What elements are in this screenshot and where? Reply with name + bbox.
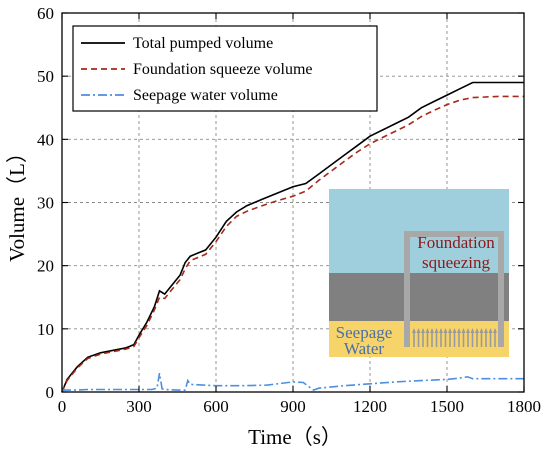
- inset-arrowhead: [425, 328, 430, 333]
- inset-label-seepage-water: Seepage: [336, 323, 393, 342]
- inset-arrowhead: [457, 328, 461, 333]
- inset-arrowhead: [421, 328, 425, 333]
- x-tick-label: 300: [126, 397, 152, 416]
- legend-label: Foundation squeeze volume: [133, 61, 313, 78]
- inset-arrowhead: [484, 328, 488, 333]
- inset-label-seepage-water: Water: [344, 339, 384, 358]
- inset-arrowhead: [416, 328, 421, 333]
- inset-arrowhead: [452, 328, 457, 333]
- inset-arrowhead: [430, 328, 434, 333]
- y-tick-label: 30: [37, 194, 54, 213]
- x-tick-label: 1800: [507, 397, 541, 416]
- inset-arrowhead: [461, 328, 466, 333]
- y-axis-title: Volume（L）: [5, 142, 29, 262]
- x-tick-label: 0: [58, 397, 67, 416]
- inset-label-foundation-squeezing: Foundation: [417, 233, 495, 252]
- series-line-1: [61, 81, 524, 393]
- y-tick-label: 60: [37, 4, 54, 23]
- inset-arrowhead: [448, 328, 452, 333]
- legend-label: Seepage water volume: [133, 87, 278, 104]
- x-tick-label: 600: [203, 397, 229, 416]
- y-tick-label: 40: [37, 130, 54, 149]
- inset-arrowhead: [443, 328, 448, 333]
- inset-frame-right: [498, 231, 504, 347]
- series-lines: [61, 81, 524, 393]
- inset-frame-left: [404, 231, 410, 347]
- legend-label: Total pumped volume: [133, 35, 273, 52]
- axes: 0 300 600 900 1200 1500 1800 0 10 20 30 40 50 60: [37, 4, 541, 416]
- inset-arrowhead: [466, 328, 470, 333]
- series-line-2: [61, 95, 524, 393]
- inset-arrowhead: [475, 328, 479, 333]
- inset-arrowhead: [412, 328, 416, 333]
- series-line-3: [62, 372, 524, 391]
- inset-frame-top: [404, 231, 504, 237]
- x-tick-label: 1500: [430, 397, 464, 416]
- x-tick-label: 900: [280, 397, 306, 416]
- y-tick-label: 50: [37, 67, 54, 86]
- legend: Total pumped volume Foundation squeeze vo…: [72, 25, 378, 112]
- x-tick-label: 1200: [353, 397, 387, 416]
- inset-arrowhead: [493, 328, 497, 333]
- inset-label-foundation-squeezing: squeezing: [422, 253, 490, 272]
- inset-arrowhead: [488, 328, 493, 333]
- inset-arrowhead: [470, 328, 475, 333]
- y-tick-label: 0: [46, 383, 55, 402]
- inset-arrowhead: [479, 328, 484, 333]
- inset-arrowhead: [434, 328, 439, 333]
- x-axis-title: Time（s）: [248, 425, 342, 449]
- y-tick-label: 10: [37, 320, 54, 339]
- inset-arrowhead: [439, 328, 443, 333]
- inset-soil-layer: [329, 273, 509, 321]
- y-tick-label: 20: [37, 257, 54, 276]
